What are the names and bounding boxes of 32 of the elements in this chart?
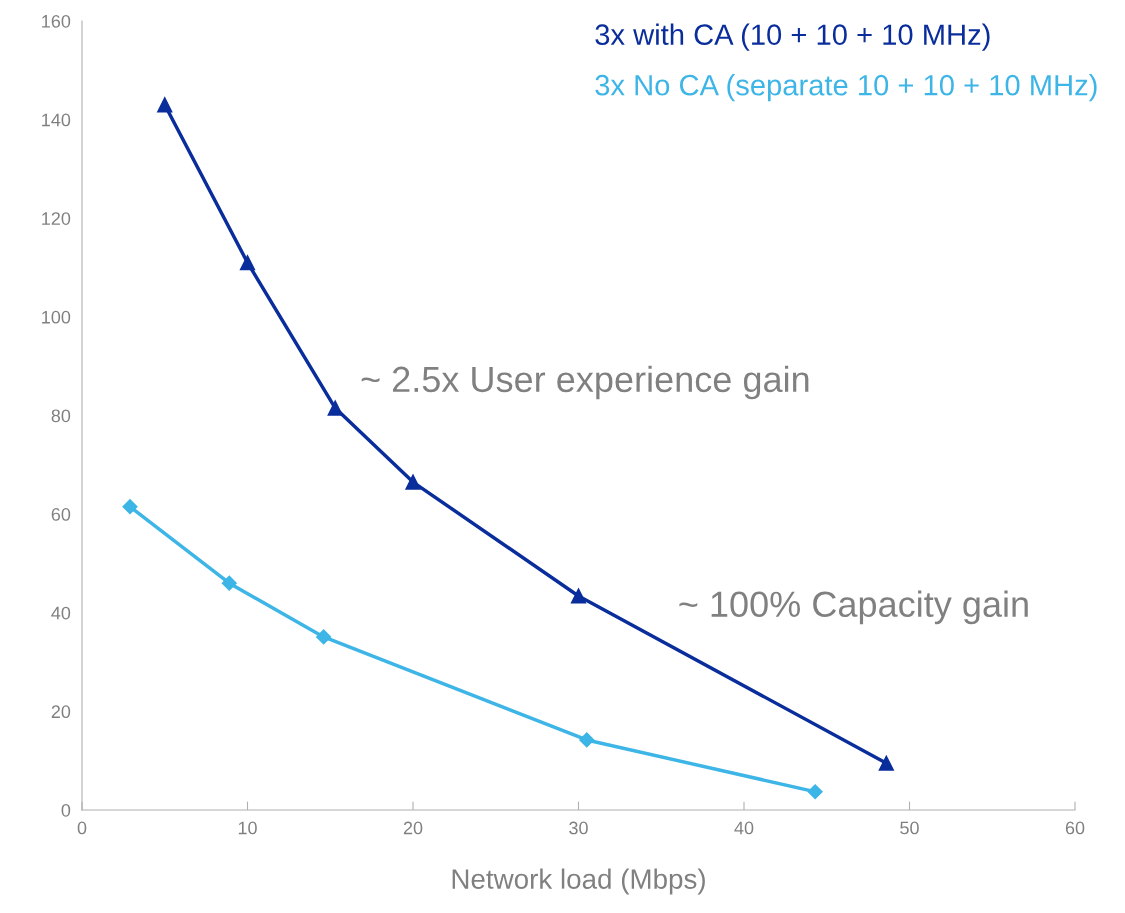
y-tick-label: 20: [51, 705, 71, 719]
x-tick-label: 60: [1065, 821, 1085, 835]
point: [316, 629, 332, 645]
point: [878, 755, 894, 771]
x-tick-label: 50: [900, 821, 919, 835]
x-tick-label: 10: [238, 821, 257, 835]
y-tick-label: 80: [51, 409, 71, 423]
text: 3x No CA (separate 10 + 10 + 10 MHz): [595, 74, 1097, 102]
x-axis-title: Network load (Mbps): [452, 868, 705, 895]
y-tick-label: 0: [61, 803, 71, 817]
x-tick-label: 40: [734, 821, 754, 835]
y-tick-label: 140: [42, 113, 71, 127]
x-tick-label: 30: [569, 821, 588, 835]
y-tick-label: 160: [42, 14, 71, 28]
point: [405, 474, 421, 490]
point: [327, 400, 343, 416]
y-tick-label: 100: [42, 310, 71, 324]
y-tick-label: 120: [42, 212, 71, 225]
text: 3x with CA (10 + 10 + 10 MHz): [595, 23, 990, 51]
y-tick-label: 40: [51, 606, 71, 620]
x-tick-label: 20: [403, 821, 423, 835]
y-tick-label: 60: [51, 508, 71, 521]
point: [807, 784, 823, 800]
point: [221, 575, 237, 591]
point: [579, 732, 595, 748]
annotation: ~ 2.5x User experience gain: [361, 365, 809, 400]
annotation: ~ 100% Capacity gain: [679, 590, 1028, 625]
point: [157, 97, 173, 113]
point: [239, 254, 256, 271]
x-tick-label: 0: [77, 821, 87, 835]
point: [570, 588, 587, 604]
point: [122, 499, 138, 515]
